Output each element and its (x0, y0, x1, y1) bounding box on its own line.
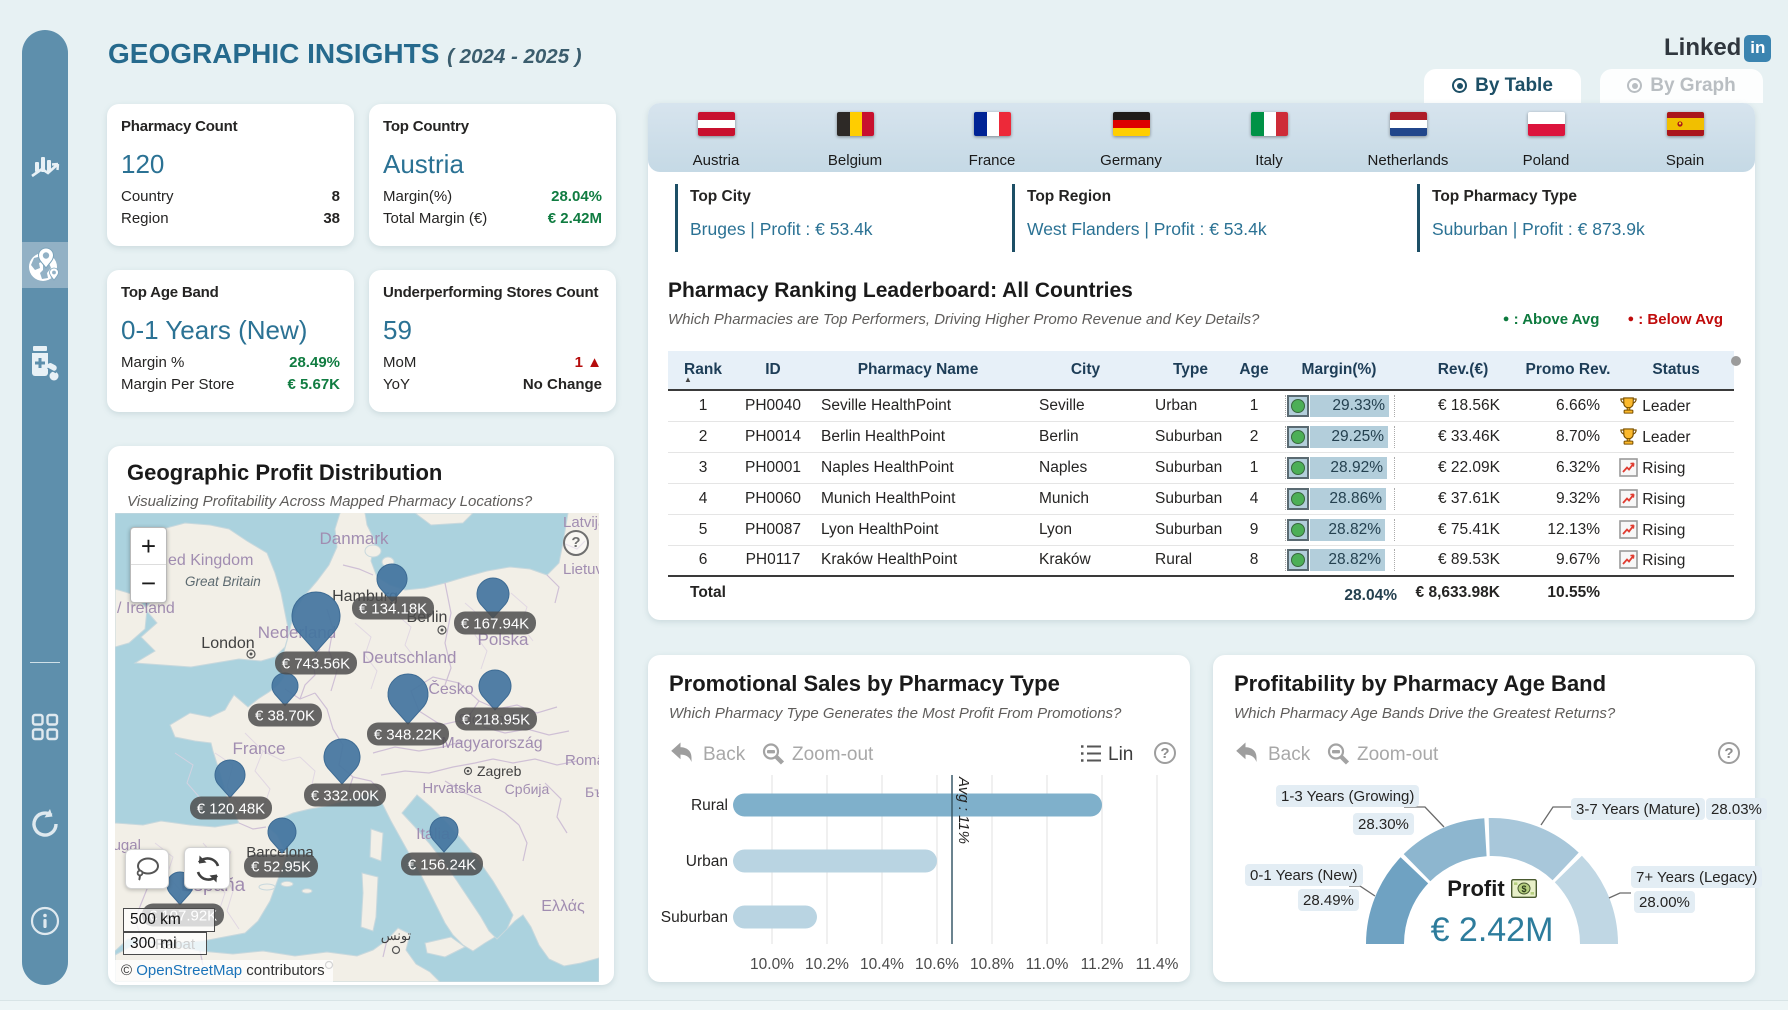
svg-text:€ 167.94K: € 167.94K (461, 616, 529, 633)
svg-text:Avg : 11%: Avg : 11% (955, 776, 972, 844)
svg-text:€ 218.95K: € 218.95K (462, 712, 530, 729)
svg-text:Бъл: Бъл (585, 784, 599, 800)
svg-text:€ 743.56K: € 743.56K (282, 656, 350, 673)
svg-text:Great Britain: Great Britain (185, 574, 261, 589)
svg-text:Urban: Urban (686, 853, 728, 870)
svg-text:11.4%: 11.4% (1136, 956, 1179, 973)
svg-text:تونس: تونس (381, 928, 412, 944)
svg-text:Hrvatska: Hrvatska (422, 780, 482, 797)
svg-text:France: France (233, 739, 286, 758)
svg-text:ed Kingdom: ed Kingdom (168, 552, 253, 569)
svg-text:11.0%: 11.0% (1026, 956, 1069, 973)
svg-text:Danmark: Danmark (320, 529, 389, 548)
svg-text:Србија: Србија (505, 781, 550, 797)
svg-text:România: România (565, 752, 599, 769)
svg-text:10.0%: 10.0% (750, 956, 794, 973)
svg-text:Lietuva: Lietuva (563, 561, 599, 578)
svg-text:Polska: Polska (477, 630, 529, 649)
svg-text:€ 38.70K: € 38.70K (255, 708, 315, 725)
svg-text:10.4%: 10.4% (860, 956, 904, 973)
svg-text:10.8%: 10.8% (970, 956, 1014, 973)
svg-text:€ 348.22K: € 348.22K (374, 727, 442, 744)
svg-text:€ 134.18K: € 134.18K (359, 601, 427, 618)
svg-text:€ 156.24K: € 156.24K (408, 857, 476, 874)
svg-text:10.2%: 10.2% (805, 956, 849, 973)
svg-text:Zagreb: Zagreb (477, 763, 522, 779)
svg-text:Česko: Česko (428, 679, 473, 698)
svg-text:Deutschland: Deutschland (362, 648, 457, 667)
svg-text:€ 120.48K: € 120.48K (197, 801, 265, 818)
svg-text:Rural: Rural (691, 797, 728, 814)
svg-text:€ 52.95K: € 52.95K (251, 859, 311, 876)
svg-text:Latvija: Latvija (563, 514, 599, 531)
svg-text:10.6%: 10.6% (915, 956, 959, 973)
svg-text:London: London (201, 635, 254, 652)
svg-text:$: $ (1521, 884, 1526, 894)
svg-text:Ελλάς: Ελλάς (541, 898, 585, 915)
svg-text:/ Ireland: / Ireland (117, 600, 175, 617)
svg-text:Suburban: Suburban (661, 909, 728, 926)
svg-text:11.2%: 11.2% (1081, 956, 1124, 973)
svg-text:€ 332.00K: € 332.00K (311, 788, 379, 805)
svg-text:Magyarország: Magyarország (441, 735, 542, 752)
